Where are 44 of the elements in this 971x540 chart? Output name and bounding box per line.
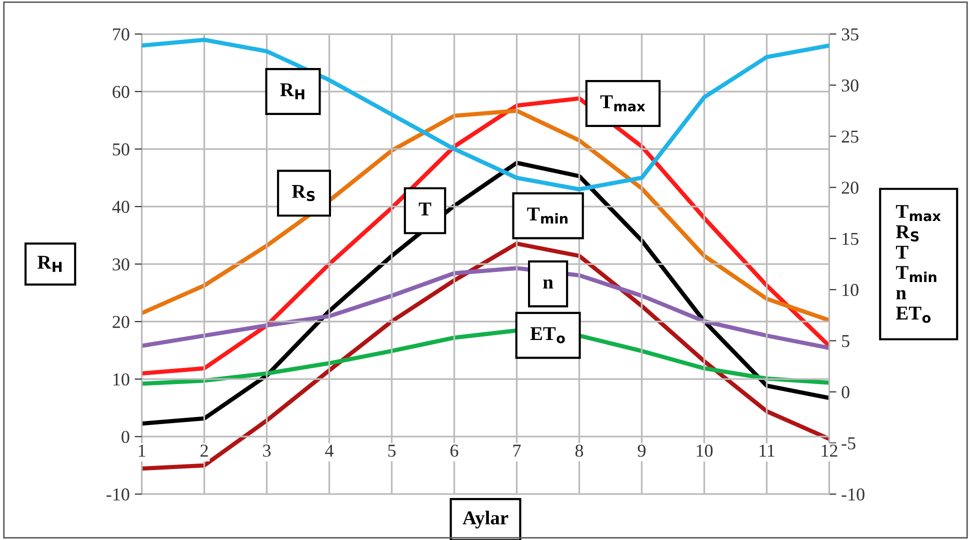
x-tick-label: 8: [575, 444, 584, 457]
y2-tick-label: 15: [842, 232, 858, 245]
y-tick-label: 60: [112, 86, 130, 98]
annotation: R$_{H}$: [280, 83, 304, 100]
y-tick-label: 40: [112, 200, 130, 213]
x-tick-label: 1: [138, 444, 146, 457]
y2-tick-label: 25: [842, 130, 858, 143]
y2-tick-label: -10: [842, 488, 864, 501]
y-tick-label: 50: [112, 143, 130, 156]
annotation: n: [543, 279, 554, 289]
x-axis-title: Aylar: [462, 510, 508, 528]
x-tick-label: 7: [513, 444, 521, 457]
x-tick-label: 9: [638, 444, 646, 457]
x-tick-label: 4: [325, 444, 334, 457]
x-tick-label: 3: [263, 444, 271, 457]
annotation: T$_{max}$: [600, 95, 646, 112]
annotation: T$_{min}$: [527, 208, 568, 224]
annotation: ET$_{o}$: [530, 327, 565, 344]
y-tick-label: 20: [112, 316, 130, 328]
y2-tick-label: 20: [842, 182, 858, 194]
x-tick-label: 5: [388, 444, 396, 457]
y-tick-label: -10: [106, 488, 130, 501]
y-tick-label: 30: [112, 258, 130, 270]
y-axis-title: R$_{H}$: [38, 256, 62, 272]
y2-tick-label: 0: [842, 386, 850, 398]
x-tick-label: 11: [760, 444, 774, 457]
y2-tick-label: 10: [842, 284, 858, 296]
x-tick-label: 6: [450, 444, 458, 457]
y-tick-label: 70: [113, 28, 130, 40]
x-tick-label: 12: [822, 444, 838, 457]
y2-tick-label: 35: [842, 28, 858, 40]
line-series: [142, 328, 830, 386]
y2-tick-label: -5: [842, 437, 856, 450]
y-tick-label: 10: [113, 373, 130, 386]
line-series: [142, 266, 830, 350]
line-series: [142, 160, 830, 426]
y-tick-label: 0: [122, 430, 130, 444]
y2-tick-label: 5: [842, 335, 850, 348]
annotation: R$_{S}$: [292, 185, 315, 202]
x-tick-label: 2: [200, 444, 208, 457]
x-tick-label: 10: [696, 444, 713, 457]
annotation: T: [418, 202, 432, 216]
text: T$_{max}$ R$_{S}$ T T$_{min}$ n ET$_{o}$: [896, 205, 941, 323]
y2-tick-label: 30: [842, 79, 858, 92]
